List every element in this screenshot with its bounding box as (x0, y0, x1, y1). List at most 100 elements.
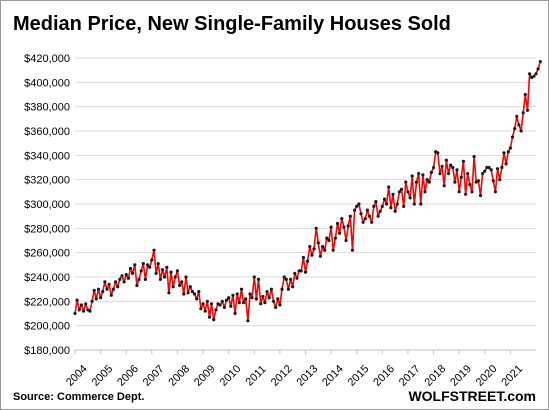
data-point (466, 172, 470, 176)
data-point (361, 220, 365, 224)
data-point (88, 309, 92, 313)
data-point (338, 231, 342, 235)
data-point (382, 197, 387, 201)
data-point (148, 265, 152, 269)
data-point (152, 248, 156, 252)
data-point (122, 280, 126, 284)
data-point (348, 214, 352, 218)
data-point (425, 178, 429, 182)
data-point (118, 277, 122, 281)
data-point (491, 179, 495, 183)
data-point (146, 263, 150, 267)
data-point (284, 277, 288, 281)
data-point (116, 285, 120, 289)
data-point (135, 283, 139, 288)
data-point (344, 238, 348, 243)
data-point (105, 287, 109, 291)
data-point (399, 187, 404, 191)
data-point (75, 298, 79, 302)
data-point (205, 299, 209, 303)
data-point (99, 296, 103, 300)
data-point (502, 151, 506, 155)
data-point (84, 302, 88, 306)
data-point (498, 178, 502, 182)
y-tick-label: $300,000 (24, 199, 70, 211)
data-point (397, 190, 401, 194)
x-tick-label: 2015 (346, 363, 372, 389)
data-point (167, 291, 171, 295)
data-point (261, 294, 265, 299)
data-point (376, 214, 380, 218)
data-point (306, 259, 310, 263)
data-point (220, 299, 224, 303)
data-point (73, 311, 77, 316)
data-point (237, 301, 241, 305)
data-point (256, 277, 261, 281)
y-tick-label: $420,000 (24, 53, 70, 65)
data-point (207, 315, 212, 319)
data-point (444, 158, 448, 162)
data-point (365, 208, 369, 212)
data-point (483, 169, 487, 173)
data-point (464, 192, 468, 196)
data-point (440, 164, 444, 168)
data-point (227, 296, 231, 300)
data-point (455, 168, 459, 172)
data-point (133, 263, 137, 267)
data-point (192, 292, 197, 296)
data-point (525, 108, 530, 112)
data-point (280, 287, 284, 291)
data-point (107, 282, 111, 286)
data-point (244, 297, 248, 301)
data-point (218, 303, 222, 307)
data-point (182, 292, 186, 296)
data-point (214, 308, 218, 312)
data-point (171, 285, 175, 289)
data-point (370, 220, 374, 224)
data-point (301, 255, 305, 260)
data-point (374, 200, 378, 204)
data-point (254, 297, 258, 301)
data-point (417, 172, 421, 176)
data-point (299, 269, 303, 273)
data-point (406, 190, 410, 194)
data-point (314, 226, 318, 230)
data-point (131, 271, 135, 275)
data-point (457, 190, 461, 194)
data-point (114, 280, 118, 284)
data-point (393, 209, 397, 213)
x-axis: 2004 2005 2006 2007 2008 2009 2010 2011 2012 2013… (64, 349, 536, 389)
data-point (178, 283, 182, 288)
data-point (487, 165, 491, 170)
data-point (96, 287, 101, 291)
series-line (74, 61, 542, 322)
data-point (451, 165, 455, 170)
data-point (515, 114, 519, 118)
data-point (355, 204, 359, 208)
data-point (500, 165, 504, 170)
data-point (267, 296, 271, 300)
data-point (421, 173, 425, 177)
data-point (124, 273, 128, 277)
data-point (150, 258, 154, 262)
data-point (389, 206, 393, 210)
data-point (312, 247, 316, 251)
data-point (94, 297, 98, 301)
x-tick-label: 2005 (90, 363, 116, 389)
x-tick-label: 2021 (499, 363, 525, 389)
data-point (128, 266, 133, 271)
data-point (276, 297, 280, 301)
data-point (346, 224, 350, 228)
data-point (197, 290, 201, 294)
data-point (186, 291, 190, 295)
data-point (248, 292, 252, 296)
chart-title: Median Price, New Single-Family Houses S… (13, 13, 451, 35)
data-point (353, 208, 357, 212)
data-point (188, 285, 192, 289)
data-point (293, 271, 297, 275)
y-tick-label: $260,000 (24, 248, 70, 260)
data-point (190, 290, 194, 294)
data-point (470, 190, 474, 194)
data-point (481, 172, 485, 176)
data-point (340, 217, 344, 221)
